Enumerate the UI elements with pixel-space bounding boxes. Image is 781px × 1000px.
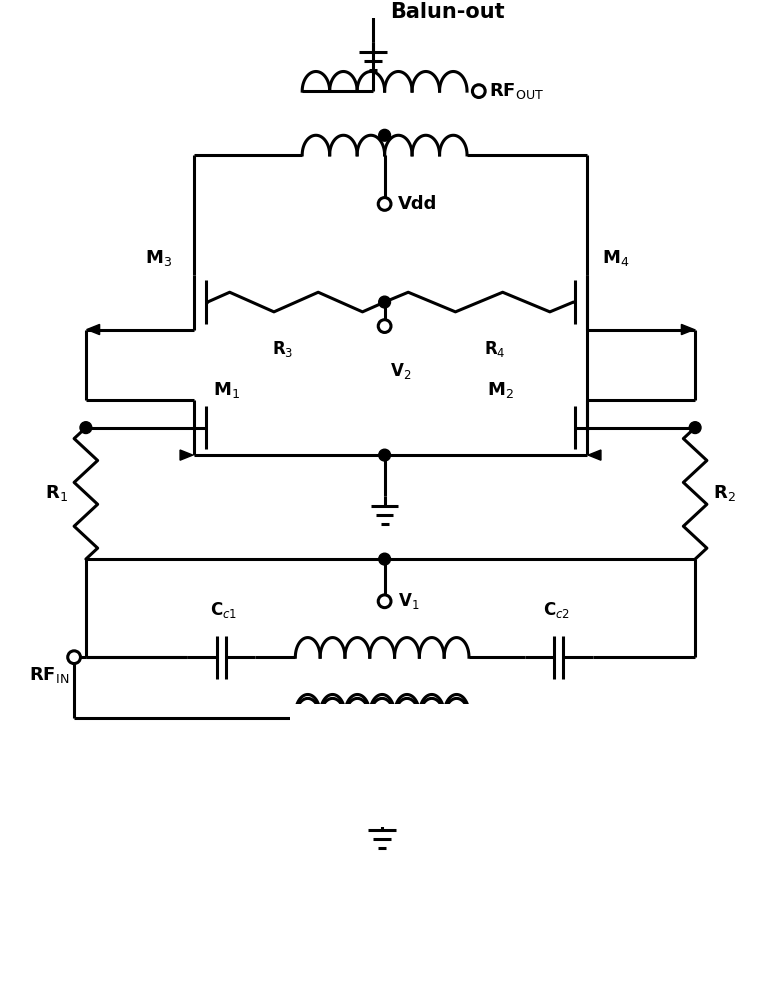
Circle shape xyxy=(379,129,390,141)
Circle shape xyxy=(379,449,390,461)
Text: R$_2$: R$_2$ xyxy=(713,483,736,503)
Circle shape xyxy=(379,553,390,565)
Text: C$_{c1}$: C$_{c1}$ xyxy=(209,600,237,620)
Text: C$_{c2}$: C$_{c2}$ xyxy=(544,600,570,620)
Text: M$_2$: M$_2$ xyxy=(487,380,514,400)
Circle shape xyxy=(68,651,80,664)
Polygon shape xyxy=(588,450,601,460)
Text: Balun-in: Balun-in xyxy=(333,798,431,818)
Polygon shape xyxy=(681,324,694,335)
Circle shape xyxy=(690,422,701,434)
Text: Vdd: Vdd xyxy=(398,195,437,213)
Circle shape xyxy=(378,198,391,210)
Text: V$_2$: V$_2$ xyxy=(390,361,412,381)
Text: M$_3$: M$_3$ xyxy=(144,248,172,268)
Bar xyxy=(291,704,474,827)
Polygon shape xyxy=(180,450,193,460)
Text: R$_1$: R$_1$ xyxy=(45,483,68,503)
Circle shape xyxy=(378,595,391,608)
Polygon shape xyxy=(87,324,100,335)
Circle shape xyxy=(378,320,391,332)
Text: V$_1$: V$_1$ xyxy=(398,591,419,611)
Circle shape xyxy=(80,422,91,434)
Circle shape xyxy=(473,85,485,97)
Text: Balun-out: Balun-out xyxy=(390,2,505,22)
Text: RF$_{\rm OUT}$: RF$_{\rm OUT}$ xyxy=(489,81,544,101)
Circle shape xyxy=(379,296,390,308)
Text: RF$_{\rm IN}$: RF$_{\rm IN}$ xyxy=(29,665,70,685)
Text: M$_1$: M$_1$ xyxy=(213,380,241,400)
Text: R$_3$: R$_3$ xyxy=(272,339,293,359)
Text: M$_4$: M$_4$ xyxy=(602,248,629,268)
Text: R$_4$: R$_4$ xyxy=(484,339,505,359)
